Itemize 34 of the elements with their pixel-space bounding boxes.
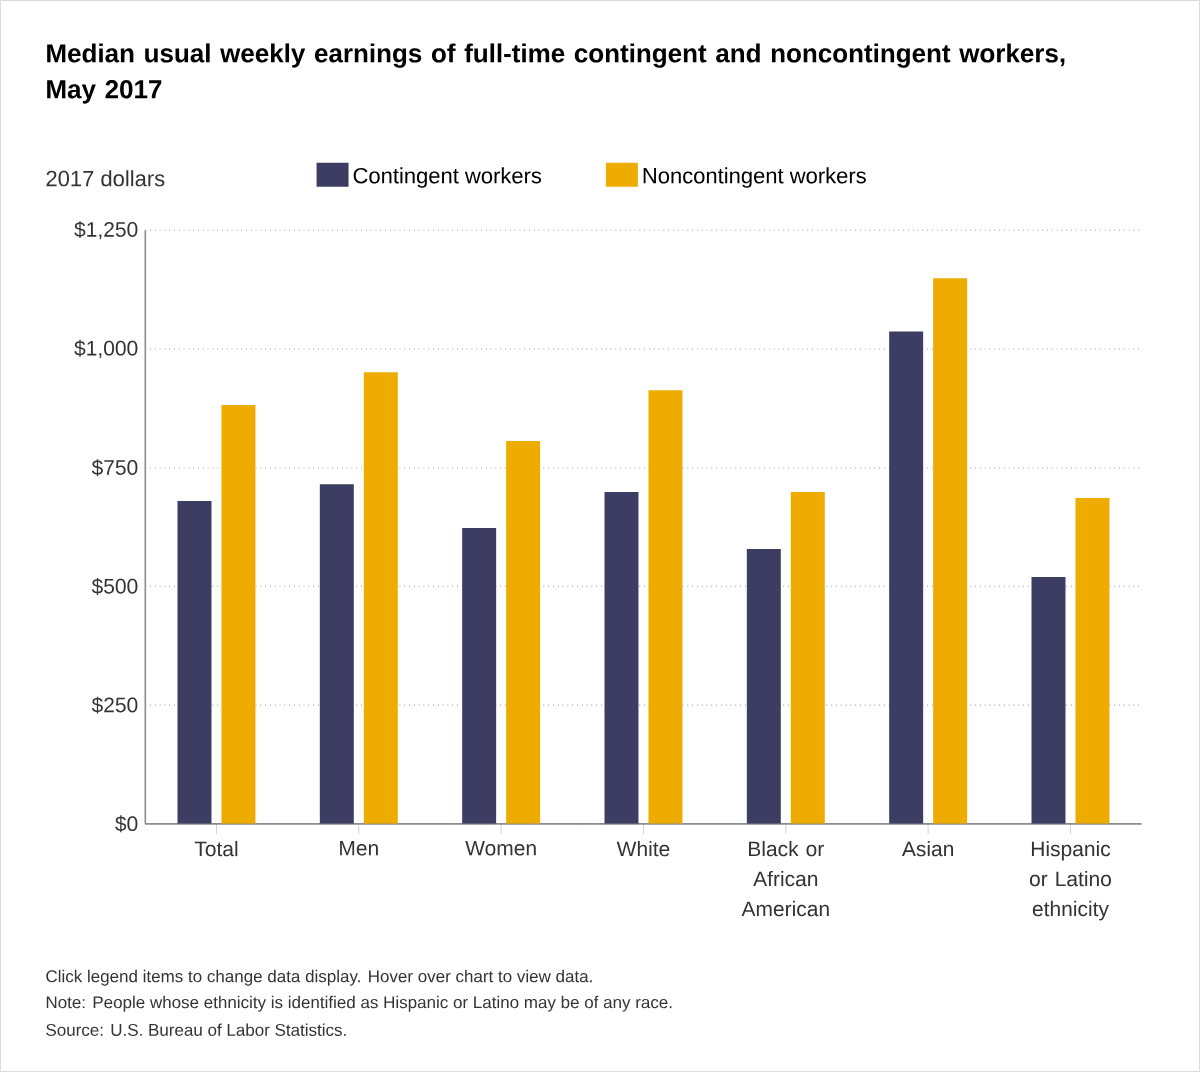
y-tick-label: $0 bbox=[115, 815, 138, 833]
bar bbox=[363, 372, 398, 824]
bar bbox=[746, 548, 781, 824]
bar bbox=[933, 278, 968, 824]
x-tick-label: Black or African American bbox=[741, 840, 829, 917]
x-tick-label: Asian bbox=[901, 840, 954, 857]
bar bbox=[889, 331, 924, 824]
y-tick-label: $1,250 bbox=[74, 221, 138, 240]
y-tick-label: $1,000 bbox=[74, 339, 138, 359]
legend-label: Noncontingent workers bbox=[643, 167, 866, 188]
source-note: Source: U.S. Bureau of Labor Statistics. bbox=[46, 1023, 346, 1036]
x-tick-label: Men bbox=[340, 840, 378, 856]
bar bbox=[462, 527, 497, 824]
bar bbox=[1031, 576, 1066, 824]
x-tick-label: Hispanic or Latino ethnicity bbox=[1029, 840, 1111, 921]
x-tick-label: Women bbox=[465, 840, 536, 856]
y-axis-title: 2017 dollars bbox=[46, 170, 165, 187]
bar bbox=[790, 491, 825, 824]
text: Note: People whose ethnicity is identified as Hispanic or Latino may be of any race. bbox=[46, 995, 672, 1012]
bar bbox=[604, 491, 639, 824]
bar bbox=[177, 500, 212, 824]
bar bbox=[1075, 498, 1110, 824]
x-tick-label: Total bbox=[194, 840, 238, 857]
y-tick-label: $500 bbox=[91, 577, 138, 595]
x-tick-label: White bbox=[616, 840, 670, 857]
text: Click legend items to change data display. Hover over chart to view data. bbox=[46, 969, 592, 986]
legend-label: Contingent workers bbox=[353, 167, 542, 188]
bar bbox=[319, 484, 354, 824]
chart-title: Median usual weekly earnings of full-time contingent and noncontingent workers, May 2017 bbox=[47, 43, 1065, 104]
bar bbox=[221, 404, 256, 824]
bar bbox=[648, 390, 683, 824]
bar bbox=[506, 441, 541, 824]
y-tick-label: $750 bbox=[91, 459, 138, 477]
y-tick-label: $250 bbox=[91, 696, 138, 714]
